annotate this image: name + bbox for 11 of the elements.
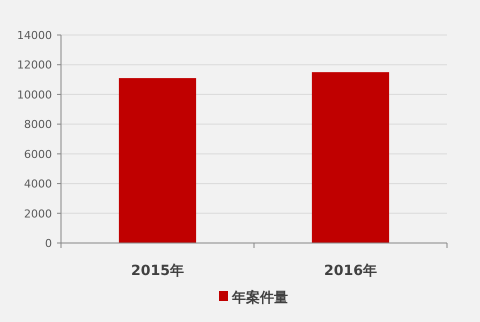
y-tick-label: 4000 [24,178,52,191]
y-tick-label: 2000 [24,207,52,220]
y-tick-label: 10000 [17,88,52,102]
x-tick-label: 2015年 [131,263,184,279]
x-tick-label: 2016年 [324,263,377,279]
legend-label: 年案件量 [231,289,288,306]
y-tick-label: 0 [45,237,52,250]
y-tick-label: 12000 [17,58,52,72]
y-tick-label: 14000 [17,29,52,42]
y-tick-label: 8000 [24,118,52,132]
y-tick-label: 6000 [24,148,52,161]
